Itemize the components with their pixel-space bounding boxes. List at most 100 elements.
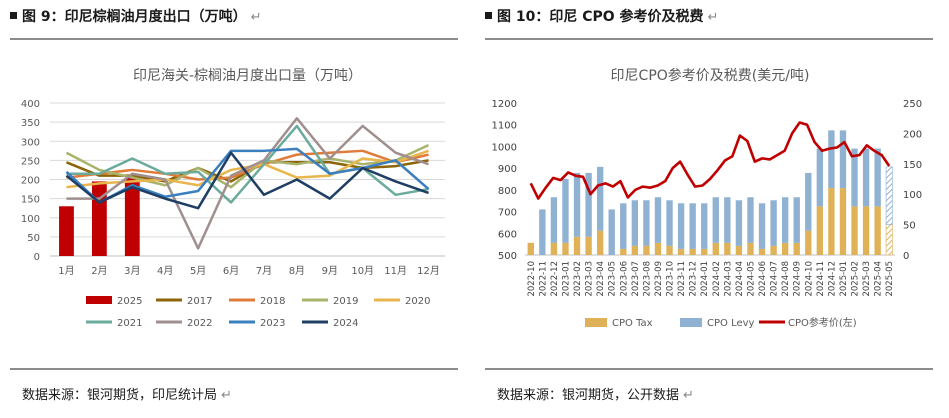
bar-cpo-tax xyxy=(620,248,627,255)
bar-cpo-tax xyxy=(666,245,673,255)
x-tick-label: 2024-05 xyxy=(746,261,756,297)
bar-cpo-tax xyxy=(793,242,800,255)
bar-cpo-levy xyxy=(712,197,719,243)
monthly-export-line-chart: 印尼海关-棕榈油月度出口量（万吨） 0 50 100 150 200 250 300 350 40… xyxy=(21,68,445,329)
bar-cpo-levy xyxy=(724,197,731,243)
y-tick-label: 250 xyxy=(21,156,40,167)
bar-cpo-tax xyxy=(770,245,777,255)
x-tick-label: 4月 xyxy=(157,265,173,277)
series-line-2018 xyxy=(66,149,429,181)
bar-cpo-tax xyxy=(781,242,789,255)
bar-cpo-levy xyxy=(735,200,743,246)
bar-cpo-tax xyxy=(851,206,858,255)
x-tick-label: 2024-10 xyxy=(804,261,814,297)
chart-title: 印尼CPO参考价及税费(美元/吨) xyxy=(611,67,810,84)
bar-cpo-levy xyxy=(885,166,893,225)
x-tick-label: 2023-09 xyxy=(654,261,664,297)
x-tick-label: 9月 xyxy=(322,265,338,277)
x-tick-label: 2023-12 xyxy=(689,261,699,297)
legend-label: 2023 xyxy=(260,318,285,329)
right-source-note: 数据来源：银河期货，公开数据 ↵ xyxy=(497,388,694,403)
bar-cpo-levy xyxy=(701,203,708,249)
y-left-tick-label: 1200 xyxy=(492,99,517,110)
x-tick-label: 2024-03 xyxy=(723,261,733,297)
y-tick-label: 50 xyxy=(27,233,40,244)
bar-cpo-tax xyxy=(585,236,592,255)
x-tick-label: 2024-02 xyxy=(712,261,722,297)
bar-cpo-tax xyxy=(839,188,847,255)
bar-cpo-levy xyxy=(828,130,835,189)
y-left-tick-label: 600 xyxy=(498,229,517,240)
x-tick-label: 2023-03 xyxy=(585,261,595,297)
bar-cpo-tax xyxy=(550,242,558,255)
y-right-tick-label: 100 xyxy=(903,190,922,201)
bar-cpo-levy xyxy=(862,148,870,207)
bar-cpo-levy xyxy=(631,200,639,246)
y-tick-label: 300 xyxy=(21,137,40,148)
bar-cpo-tax xyxy=(874,206,881,255)
y-left-tick-label: 1000 xyxy=(492,142,517,153)
bar-cpo-levy xyxy=(758,203,766,249)
bar-cpo-levy xyxy=(573,172,581,237)
chart-title: 印尼海关-棕榈油月度出口量（万吨） xyxy=(133,68,362,84)
bar-cpo-tax xyxy=(631,245,639,255)
x-tick-label: 2023-08 xyxy=(642,261,652,297)
bar-cpo-levy xyxy=(839,130,847,189)
bar-cpo-levy xyxy=(781,197,789,243)
bar-cpo-levy xyxy=(851,148,858,207)
legend-label: 2024 xyxy=(333,318,358,329)
x-tick-label: 2023-11 xyxy=(677,261,687,297)
x-tick-label: 2022-10 xyxy=(527,261,537,297)
bar-cpo-levy xyxy=(816,148,824,207)
x-tick-label: 12月 xyxy=(417,265,440,277)
y-left-tick-label: 1100 xyxy=(492,121,517,132)
y-right-tick-label: 50 xyxy=(903,221,916,232)
legend-label: CPO Tax xyxy=(612,318,653,329)
bar-cpo-tax xyxy=(689,248,696,255)
x-tick-label: 2025-02 xyxy=(851,261,861,297)
bar-cpo-levy xyxy=(654,197,662,243)
legend-label: 2025 xyxy=(117,296,142,307)
series-line-2023 xyxy=(65,147,430,204)
legend-swatch xyxy=(86,296,112,304)
cpo-reference-price-line xyxy=(529,121,891,200)
x-tick-label: 2024-06 xyxy=(758,261,768,297)
bar-cpo-tax xyxy=(747,242,754,255)
cpo-price-tax-chart: 印尼CPO参考价及税费(美元/吨)50060070080090010001100… xyxy=(492,67,923,329)
bullet-square-icon xyxy=(485,11,492,19)
x-tick-label: 2024-12 xyxy=(827,261,837,297)
bottom-rule xyxy=(10,368,458,370)
bar-cpo-levy xyxy=(585,172,592,237)
x-tick-label: 2023-02 xyxy=(573,261,583,297)
x-tick-label: 2024-01 xyxy=(700,261,710,297)
x-tick-label: 10月 xyxy=(351,265,374,277)
x-tick-label: 2024-07 xyxy=(770,261,780,297)
y-left-tick-label: 700 xyxy=(498,208,517,219)
return-mark: ↵ xyxy=(221,388,232,403)
left-source-note: 数据来源：银河期货，印尼统计局 ↵ xyxy=(22,388,232,403)
y-tick-label: 400 xyxy=(21,99,40,110)
bar-cpo-tax xyxy=(654,242,662,255)
legend-label: CPO Levy xyxy=(707,318,755,329)
legend-swatch xyxy=(585,318,607,327)
bar-cpo-levy xyxy=(608,209,615,255)
x-tick-label: 2023-05 xyxy=(608,261,618,297)
bar-cpo-levy xyxy=(677,203,685,249)
left-figure-panel: 图 9：印尼棕榈油月度出口（万吨） ↵ 印尼海关-棕榈油月度出口量（万吨） 0 50 1… xyxy=(0,0,474,418)
x-tick-label: 1月 xyxy=(58,265,74,277)
x-tick-label: 7月 xyxy=(256,265,272,277)
bar-cpo-tax xyxy=(885,224,893,256)
bar-cpo-tax xyxy=(828,188,835,255)
bar-cpo-tax xyxy=(573,236,581,255)
bar-cpo-levy xyxy=(770,200,777,246)
y-right-tick-label: 200 xyxy=(903,129,922,140)
bar-cpo-levy xyxy=(596,166,604,231)
top-rule xyxy=(485,38,933,40)
bar-cpo-levy xyxy=(805,172,812,231)
legend-label: 2018 xyxy=(260,296,285,307)
top-rule xyxy=(10,38,458,40)
bar-cpo-tax xyxy=(758,248,766,255)
y-right-tick-label: 250 xyxy=(903,99,922,110)
legend-label: 2021 xyxy=(117,318,142,329)
legend-label: 2017 xyxy=(187,296,212,307)
